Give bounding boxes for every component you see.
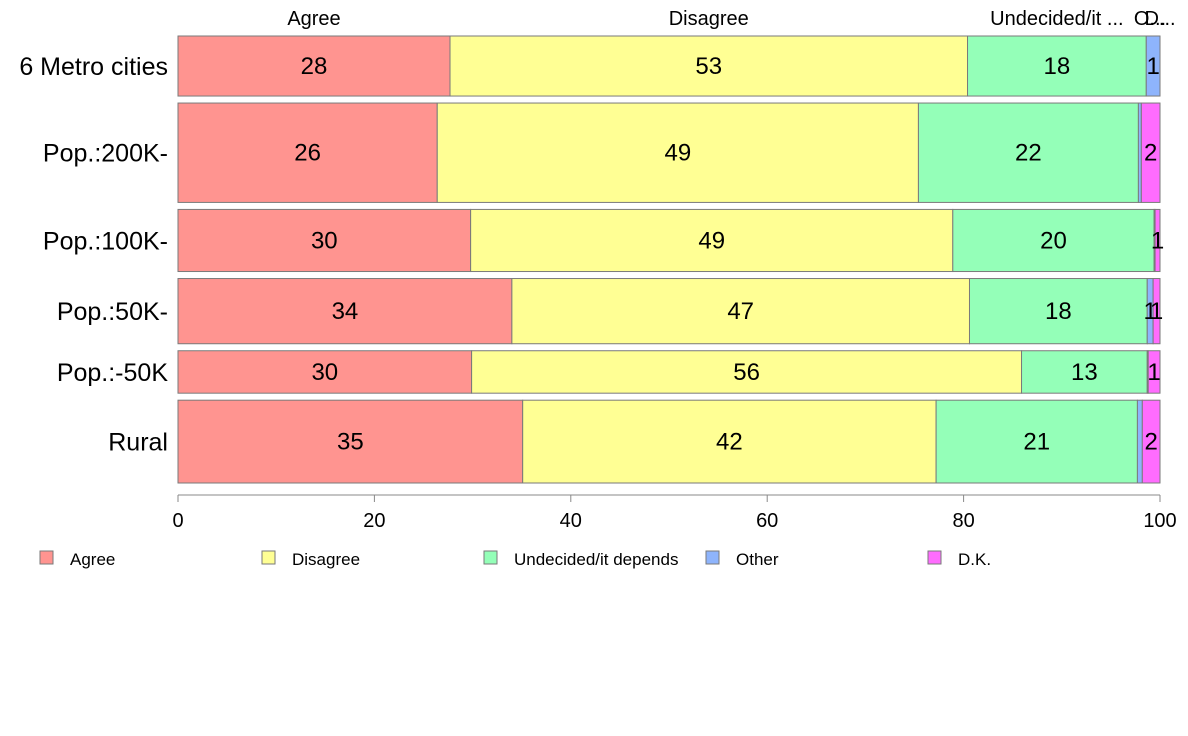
legend-label: Undecided/it depends: [514, 550, 678, 569]
data-label: 18: [1045, 298, 1072, 325]
bar-segment-undecided-it-depends: [1021, 350, 1148, 394]
legend-swatch: [261, 550, 276, 565]
data-label: 26: [294, 140, 321, 167]
data-label: 1: [1150, 298, 1163, 325]
x-tick-label: 80: [952, 510, 974, 532]
data-label: 56: [733, 359, 760, 386]
data-label: 20: [1040, 227, 1067, 254]
bar-row-pop-100k: 30 49 20 1: [177, 208, 1164, 273]
bar-segment-undecided-it-depends: [917, 102, 1139, 203]
data-label: 2: [1144, 140, 1157, 167]
bar-segment-d-k: [1147, 350, 1161, 394]
bar-row-pop-50k: 34 47 18 11: [177, 278, 1163, 345]
data-label: 1: [1151, 227, 1164, 254]
top-labels: Agree Disagree Undecided/it ... O...D...: [287, 8, 1175, 30]
data-label: 42: [716, 429, 743, 456]
data-label: 13: [1071, 359, 1098, 386]
bar-segment-disagree: [470, 208, 954, 273]
bar-row-rural: 35 42 21 2: [177, 399, 1161, 484]
bar-segment-disagree: [471, 350, 1023, 394]
legend: Agree Disagree Undecided/it depends Other D.…: [39, 550, 991, 569]
data-label: 18: [1044, 53, 1071, 80]
bar-segment-other: [1136, 399, 1143, 484]
legend-swatch: [705, 550, 720, 565]
x-axis: 0 20 40 60 80 100: [172, 494, 1177, 532]
legend-item-other: Other: [705, 550, 779, 569]
legend-label: Other: [736, 550, 779, 569]
top-label-agree: Agree: [287, 8, 340, 30]
x-tick-label: 40: [560, 510, 582, 532]
bar-segment-agree: [177, 102, 438, 203]
x-tick-label: 0: [172, 510, 183, 532]
data-label: 53: [695, 53, 722, 80]
bar-segment-disagree: [522, 399, 937, 484]
legend-swatch: [927, 550, 942, 565]
data-label: 47: [727, 298, 754, 325]
top-label-undecided-it-depends: Undecided/it ...: [990, 8, 1123, 30]
data-label: 1: [1146, 53, 1159, 80]
bar-segment-agree: [177, 399, 524, 484]
top-label-other: O...: [1134, 8, 1166, 30]
bar-segment-d-k: [1154, 208, 1161, 273]
legend-swatch: [483, 550, 498, 565]
legend-label: Disagree: [292, 550, 360, 569]
category-label: Pop.:-50K: [57, 359, 169, 387]
category-label: 6 Metro cities: [19, 53, 168, 81]
legend-item-undecided-it-depends: Undecided/it depends: [483, 550, 678, 569]
top-label-disagree: Disagree: [669, 8, 749, 30]
bar-segment-disagree: [436, 102, 919, 203]
bar-segment-undecided-it-depends: [952, 208, 1155, 273]
x-tick-label: 100: [1143, 510, 1176, 532]
data-label: 49: [664, 140, 691, 167]
legend-item-agree: Agree: [39, 550, 115, 569]
data-label: 49: [698, 227, 725, 254]
legend-item-d-k: D.K.: [927, 550, 991, 569]
data-label: 35: [337, 429, 364, 456]
bar-segment-disagree: [511, 278, 970, 345]
x-tick-label: 20: [363, 510, 385, 532]
category-label: Rural: [108, 429, 168, 457]
data-label: 22: [1015, 140, 1042, 167]
bar-row-6-metro-cities: 28 53 18 1: [177, 35, 1161, 97]
bar-segment-disagree: [449, 35, 969, 97]
bar-segment-other: [1145, 35, 1161, 97]
bar-segment-agree: [177, 350, 473, 394]
legend-label: D.K.: [958, 550, 991, 569]
data-label: 1: [1147, 359, 1160, 386]
data-label: 28: [301, 53, 328, 80]
data-label: 21: [1023, 429, 1050, 456]
data-label: 2: [1144, 429, 1157, 456]
bar-segment-d-k: [1140, 102, 1161, 203]
data-label: 30: [311, 227, 338, 254]
top-label-d-k: D...: [1144, 8, 1175, 30]
bar-segment-d-k: [1152, 278, 1161, 345]
category-label: Pop.:50K-: [57, 298, 168, 326]
category-label: Pop.:200K-: [43, 140, 168, 168]
bar-row-pop-50k: 30 56 13 1: [177, 350, 1161, 394]
legend-swatch: [39, 550, 54, 565]
bar-segment-d-k: [1141, 399, 1161, 484]
bar-row-pop-200k: 26 49 22 2: [177, 102, 1161, 203]
bar-segment-agree: [177, 278, 513, 345]
legend-label: Agree: [70, 550, 115, 569]
legend-item-disagree: Disagree: [261, 550, 360, 569]
data-label: 34: [332, 298, 359, 325]
category-label: Pop.:100K-: [43, 227, 168, 255]
bar-segment-undecided-it-depends: [935, 399, 1138, 484]
data-label: 30: [311, 359, 338, 386]
x-tick-label: 60: [756, 510, 778, 532]
category-labels: 6 Metro cities Pop.:200K- Pop.:100K- Pop.:5…: [19, 53, 168, 457]
bar-segment-undecided-it-depends: [968, 278, 1148, 345]
